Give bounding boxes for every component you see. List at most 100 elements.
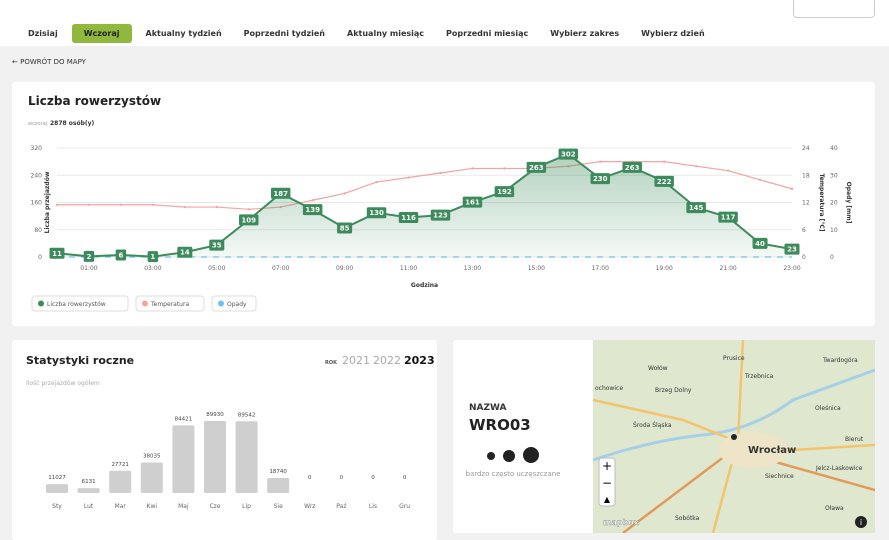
point-label: 187	[273, 190, 288, 198]
legend-label[interactable]: Liczba rowerzystów	[47, 301, 106, 308]
back-link[interactable]: ← POWRÓT DO MAPY	[12, 58, 86, 66]
x-tick-label: 09:00	[336, 265, 353, 272]
zoom-in[interactable]: +	[602, 459, 612, 473]
bar-label: 18740	[269, 469, 287, 475]
tab[interactable]: Wczoraj	[72, 24, 132, 43]
x-axis-title: Godzina	[411, 282, 438, 289]
point	[311, 199, 313, 201]
x-tick-label: 03:00	[144, 265, 161, 272]
point-label: 116	[401, 214, 416, 222]
point-label: 85	[340, 225, 350, 233]
point-label: 11	[52, 250, 62, 258]
point	[503, 167, 505, 169]
place-label: Oleśnica	[815, 405, 841, 412]
y-tick-label: 240	[31, 172, 43, 179]
y2-tick-label: 6	[802, 227, 806, 234]
point-label: 14	[180, 249, 190, 257]
place-label: Prusice	[723, 355, 745, 362]
point-label: 23	[787, 246, 797, 254]
select-box[interactable]	[793, 0, 875, 18]
point-label: 2	[87, 253, 92, 261]
legend-label[interactable]: Opady	[227, 301, 247, 308]
point	[759, 179, 761, 181]
point-label: 109	[241, 216, 256, 224]
point-label: 263	[529, 164, 544, 172]
bar	[267, 478, 289, 493]
place-label: Oława	[825, 505, 844, 512]
bar	[236, 421, 258, 493]
y2-tick-label: 0	[802, 254, 806, 261]
station-label: NAZWA	[469, 403, 507, 413]
point	[695, 165, 697, 167]
legend-label[interactable]: Temperatura	[150, 301, 189, 308]
point-label: 230	[593, 175, 608, 183]
x-tick-label: 23:00	[783, 265, 800, 272]
place-label: Jelcz-Laskowice	[815, 465, 863, 472]
point-label: 117	[721, 214, 736, 222]
y3-tick-label: 10	[830, 227, 838, 234]
place-label: Trzebnica	[744, 373, 774, 380]
year-option[interactable]: 2022	[373, 354, 401, 367]
subtitle-label: wczoraj	[28, 121, 47, 127]
station-card: NAZWA WRO03 bardzo często uczęszczane + …	[453, 340, 875, 533]
y-tick-label: 160	[31, 200, 43, 207]
tab[interactable]: Aktualny miesiąc	[339, 24, 432, 43]
x-tick-label: Sie	[274, 503, 283, 510]
station-marker[interactable]	[731, 434, 737, 440]
tabs: Dzisiaj Wczoraj Aktualny tydzień Poprzedni …	[20, 24, 713, 43]
point	[727, 170, 729, 172]
tab[interactable]: Wybierz zakres	[542, 24, 627, 43]
place-label: Wołów	[648, 365, 668, 372]
zoom-out[interactable]: −	[602, 476, 612, 490]
year-option[interactable]: 2023	[404, 354, 435, 367]
x-tick-label: 17:00	[592, 265, 609, 272]
attribution: mapbox	[603, 518, 640, 527]
x-tick-label: 01:00	[80, 265, 97, 272]
year-option[interactable]: 2021	[342, 354, 370, 367]
chart-title: Statystyki roczne	[26, 354, 134, 367]
subtitle: Ilość przejazdów ogółem	[26, 380, 100, 387]
y-tick-label: 0	[38, 254, 42, 261]
place-label: ochowice	[595, 385, 623, 392]
tab[interactable]: Wybierz dzień	[633, 24, 713, 43]
bar-label: 89542	[238, 412, 256, 418]
x-tick-label: Wrz	[304, 503, 315, 510]
compass[interactable]: ▲	[604, 495, 611, 504]
y-tick-label: 320	[31, 145, 43, 152]
bar-label: 0	[403, 475, 407, 481]
traffic-text: bardzo często uczęszczane	[466, 470, 561, 478]
tab[interactable]: Poprzedni tydzień	[236, 24, 333, 43]
yearly-card: Statystyki roczne Ilość przejazdów ogółem…	[12, 340, 437, 540]
traffic-dot	[503, 450, 515, 462]
tab[interactable]: Aktualny tydzień	[138, 24, 230, 43]
point	[120, 204, 122, 206]
x-tick-label: Paź	[336, 503, 346, 510]
point-label: 123	[433, 212, 448, 220]
x-tick-label: 13:00	[464, 265, 481, 272]
traffic-dot	[523, 447, 539, 463]
x-tick-label: 21:00	[719, 265, 736, 272]
traffic-dot	[487, 452, 495, 460]
legend-swatch	[218, 301, 224, 307]
yearly-chart: Statystyki roczne Ilość przejazdów ogółem…	[12, 340, 437, 533]
x-tick-label: 11:00	[400, 265, 417, 272]
tab[interactable]: Dzisiaj	[20, 24, 66, 43]
bar-label: 0	[308, 475, 312, 481]
point-label: 222	[657, 178, 672, 186]
x-tick-label: Lut	[84, 503, 94, 510]
bar-label: 89930	[206, 412, 224, 418]
y2-tick-label: 18	[802, 172, 810, 179]
bar-label: 11027	[48, 475, 66, 481]
point-label: 161	[465, 199, 480, 207]
info-icon[interactable]: i	[860, 518, 862, 527]
page: Licznik rowerowy {"tabs": ["Dzisiaj", "W…	[0, 0, 889, 533]
y3-tick-label: 0	[830, 254, 834, 261]
point	[663, 160, 665, 162]
back-link-text[interactable]: POWRÓT DO MAPY	[20, 58, 86, 66]
tab[interactable]: Poprzedni miesiąc	[438, 24, 536, 43]
point	[375, 181, 377, 183]
x-tick-label: 19:00	[656, 265, 673, 272]
place-label: Wrocław	[748, 445, 796, 456]
x-tick-label: Lip	[242, 503, 251, 510]
